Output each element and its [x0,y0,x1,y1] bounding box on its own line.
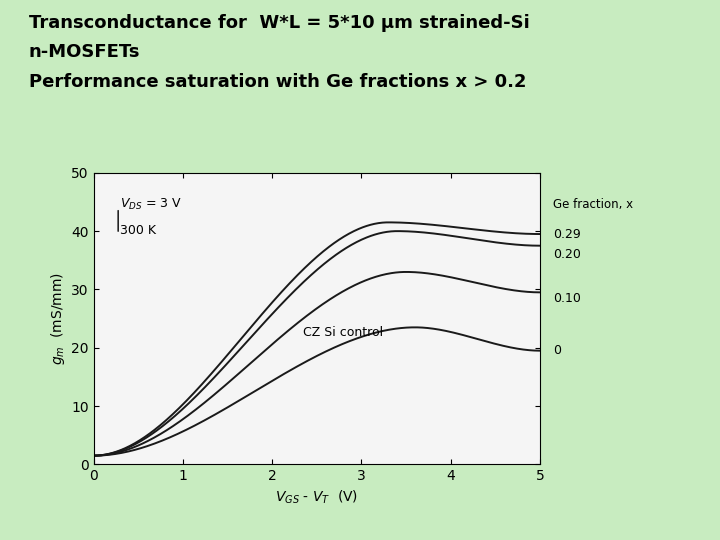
Text: 0.10: 0.10 [554,292,581,305]
Text: Ge fraction, x: Ge fraction, x [554,198,634,211]
Text: 0.29: 0.29 [554,227,581,240]
Text: $V_{DS}$ = 3 V: $V_{DS}$ = 3 V [120,197,182,212]
Text: CZ Si control: CZ Si control [303,326,384,339]
Y-axis label: $g_m$  (mS/mm): $g_m$ (mS/mm) [49,272,67,365]
Text: 300 K: 300 K [120,224,156,237]
Text: n-MOSFETs: n-MOSFETs [29,43,140,61]
Text: 0: 0 [554,344,562,357]
Text: 0.20: 0.20 [554,248,581,261]
X-axis label: $V_{GS}$ - $V_T$  (V): $V_{GS}$ - $V_T$ (V) [275,489,359,506]
Text: Performance saturation with Ge fractions x > 0.2: Performance saturation with Ge fractions… [29,73,526,91]
Text: Transconductance for  W*L = 5*10 μm strained-Si: Transconductance for W*L = 5*10 μm strai… [29,14,529,31]
